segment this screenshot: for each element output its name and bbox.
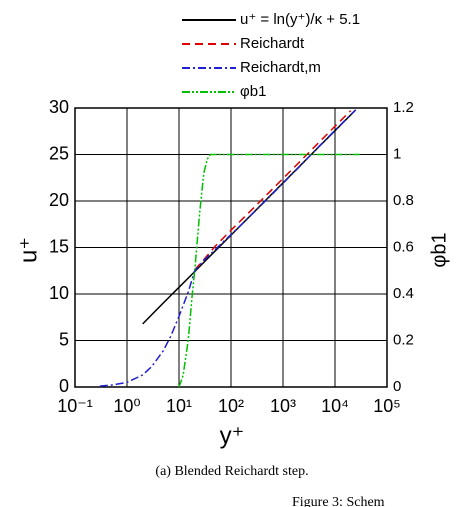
x-tick-label: 10⁰	[113, 396, 140, 416]
y-tick-label: 5	[59, 329, 69, 349]
series-line	[178, 153, 360, 388]
y-tick-label: 15	[49, 236, 69, 256]
series-line	[142, 109, 357, 325]
y-axis-label: u⁺	[15, 237, 42, 263]
legend-label: u⁺ = ln(y⁺)/κ + 5.1	[240, 11, 360, 28]
series-line	[194, 110, 352, 271]
y2-tick-label: 1.2	[393, 99, 414, 116]
plot-frame	[74, 107, 388, 388]
y2-tick-label: 0.6	[393, 238, 414, 255]
legend-label: Reichardt,m	[240, 59, 321, 76]
x-tick-label: 10³	[270, 396, 296, 416]
footer: Figure 3: Schem	[292, 495, 385, 507]
y-tick-label: 30	[49, 97, 69, 117]
y-tick-label: 10	[49, 283, 69, 303]
caption: (a) Blended Reichardt step.	[155, 464, 308, 479]
y2-tick-label: 0.8	[393, 192, 414, 209]
series-line	[99, 109, 357, 387]
legend-label: φb1	[240, 83, 266, 100]
y2-tick-label: 0.2	[393, 331, 414, 348]
x-tick-label: 10¹	[166, 396, 192, 416]
y2-tick-label: 1	[393, 145, 401, 162]
y-tick-label: 0	[59, 376, 69, 396]
y-tick-label: 20	[49, 190, 69, 210]
x-tick-label: 10⁻¹	[57, 396, 93, 416]
y-tick-label: 25	[49, 143, 69, 163]
x-axis-label: y⁺	[220, 422, 245, 449]
y2-axis-label: φb1	[428, 232, 450, 267]
y2-tick-label: 0	[393, 378, 401, 395]
x-tick-label: 10²	[218, 396, 244, 416]
x-tick-label: 10⁵	[373, 396, 400, 416]
legend-label: Reichardt	[240, 35, 305, 52]
x-tick-label: 10⁴	[321, 396, 349, 416]
y2-tick-label: 0.4	[393, 285, 414, 302]
